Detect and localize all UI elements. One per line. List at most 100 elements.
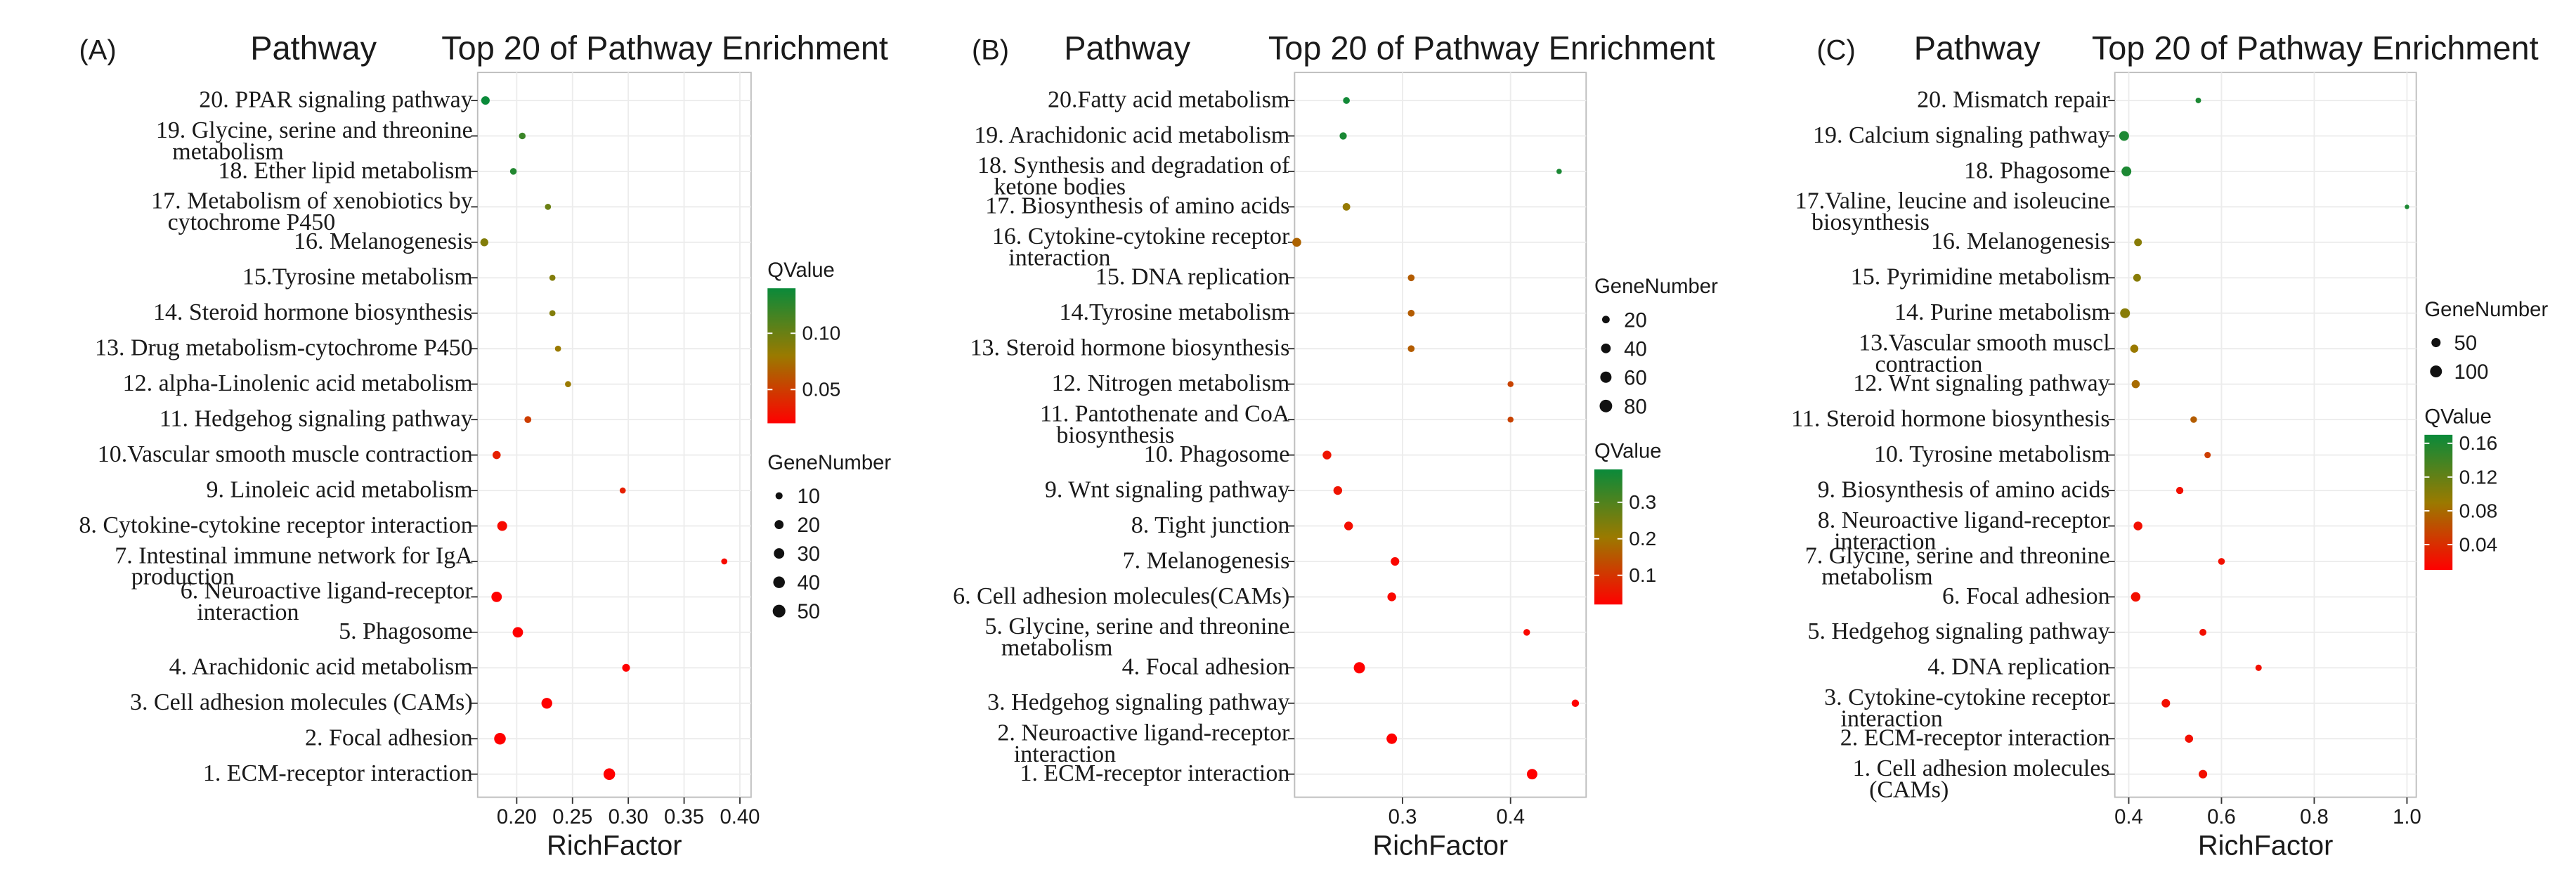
pathway-label-cont: interaction [1008, 245, 1110, 271]
data-point [2218, 558, 2225, 565]
panel-b: (B) Pathway Top 20 of Pathway Enrichment 20… [953, 30, 1718, 861]
size-legend-label: 30 [797, 542, 820, 566]
x-tick-label: 0.8 [2300, 805, 2329, 828]
pathway-label: 11. Hedgehog signaling pathway [160, 405, 473, 431]
data-point [2119, 131, 2129, 141]
data-point [541, 698, 552, 709]
pathway-label: 13. Steroid hormone biosynthesis [970, 335, 1290, 361]
pathway-label: 2. Focal adhesion [305, 725, 473, 751]
data-point [2190, 416, 2197, 423]
data-point [1333, 486, 1343, 495]
pathway-label: 11. Pantothenate and CoA [1040, 401, 1290, 427]
x-tick-label: 0.4 [2114, 805, 2143, 828]
y-axis-title: Pathway [1064, 30, 1190, 66]
size-legend-dot [1601, 343, 1611, 353]
data-point [2121, 166, 2132, 176]
pathway-label-cont: metabolism [1821, 564, 1933, 590]
pathway-label: 16. Melanogenesis [294, 228, 473, 254]
data-point [545, 204, 552, 210]
size-legend-label: 60 [1624, 366, 1647, 389]
pathway-label: 17. Metabolism of xenobiotics by [151, 188, 473, 214]
data-point [1343, 97, 1350, 104]
data-point [481, 96, 490, 105]
x-tick-label: 0.30 [609, 805, 649, 828]
colorbar-tick-label: 0.04 [2459, 533, 2498, 555]
data-point [2175, 486, 2184, 495]
data-point [1353, 662, 1365, 674]
pathway-label: 5. Glycine, serine and threonine [984, 613, 1289, 639]
pathway-label: 19. Calcium signaling pathway [1813, 122, 2110, 148]
size-legend-dot [775, 492, 783, 500]
data-point [622, 663, 630, 672]
data-point [549, 310, 556, 317]
pathway-label: 12. alpha-Linolenic acid metabolism [123, 370, 473, 396]
chart-title: Top 20 of Pathway Enrichment [2092, 30, 2539, 66]
pathway-label: 1. ECM-receptor interaction [203, 760, 473, 786]
pathway-label: 3. Hedgehog signaling pathway [987, 689, 1289, 715]
data-point [1387, 592, 1396, 602]
size-legend-dot [2430, 365, 2442, 378]
x-axis-title: RichFactor [2198, 831, 2334, 862]
size-legend-label: 20 [1624, 308, 1647, 332]
data-point [519, 132, 526, 140]
pathway-label: 4. Focal adhesion [1122, 654, 1290, 680]
data-point [1407, 345, 1415, 353]
pathway-label: 5. Phagosome [339, 618, 473, 644]
plot-frame [2114, 72, 2417, 798]
data-point [2185, 734, 2194, 743]
data-point [554, 345, 561, 352]
data-point [1571, 699, 1580, 707]
size-legend-label: 80 [1624, 395, 1647, 418]
data-point [524, 416, 532, 424]
data-point [2204, 452, 2211, 459]
size-legend-label: 50 [797, 600, 820, 623]
pathway-label-cont: cytochrome P450 [168, 209, 336, 235]
chart-title: Top 20 of Pathway Enrichment [441, 30, 888, 66]
pathway-label: 17.Valine, leucine and isoleucine [1795, 188, 2110, 214]
data-point [2131, 379, 2140, 389]
pathway-label: 3. Cell adhesion molecules (CAMs) [130, 689, 473, 715]
qvalue-colorbar [1594, 469, 1622, 605]
data-point [1342, 202, 1351, 211]
pathway-label: 2. Neuroactive ligand-receptor [997, 720, 1290, 746]
size-legend-label: 50 [2454, 332, 2478, 355]
data-point [603, 768, 616, 780]
pathway-label: 10.Vascular smooth muscle contraction [98, 441, 473, 467]
panel-c: (C) Pathway Top 20 of Pathway Enrichment 20… [1791, 30, 2548, 861]
gene-number-legend: GeneNumber 10 20 30 40 50 [767, 451, 891, 623]
data-point [619, 487, 626, 494]
x-tick-label: 1.0 [2393, 805, 2421, 828]
qvalue-legend-title: QValue [2424, 405, 2492, 428]
pathway-label: 1. Cell adhesion molecules [1853, 755, 2110, 781]
data-point [1407, 309, 1415, 317]
data-point [2199, 628, 2207, 636]
data-point [2405, 204, 2409, 209]
x-axis-title: RichFactor [547, 831, 682, 862]
pathway-label: 15.Tyrosine metabolism [242, 264, 473, 290]
size-legend-dot [1601, 316, 1610, 324]
pathway-label: 17. Biosynthesis of amino acids [985, 193, 1289, 219]
x-tick-label: 0.25 [552, 805, 592, 828]
colorbar-tick-label: 0.08 [2459, 500, 2498, 521]
size-legend-label: 40 [797, 571, 820, 594]
data-point [2161, 698, 2171, 708]
panel-label: (A) [79, 34, 117, 65]
data-point [2133, 273, 2141, 282]
pathway-label: 9. Biosynthesis of amino acids [1818, 476, 2110, 502]
x-tick-label: 0.35 [664, 805, 704, 828]
data-point [721, 558, 728, 565]
pathway-label: 7. Intestinal immune network for IgA [115, 542, 473, 568]
qvalue-legend: QValue 0.04 0.08 0.12 0.16 [2424, 405, 2498, 571]
data-point [2255, 664, 2262, 671]
pathway-label: 14.Tyrosine metabolism [1060, 299, 1290, 325]
qvalue-colorbar [2424, 434, 2453, 571]
pathway-label: 19. Glycine, serine and threonine [156, 117, 473, 143]
pathway-label: 4. DNA replication [1927, 654, 2109, 680]
data-point [1507, 416, 1514, 423]
data-point [2133, 521, 2142, 531]
data-point [549, 274, 556, 281]
pathway-label: 20.Fatty acid metabolism [1048, 86, 1289, 112]
qvalue-legend-title: QValue [767, 259, 835, 282]
panel-a: (A) Pathway Top 20 of Pathway Enrichment 20… [79, 30, 891, 861]
